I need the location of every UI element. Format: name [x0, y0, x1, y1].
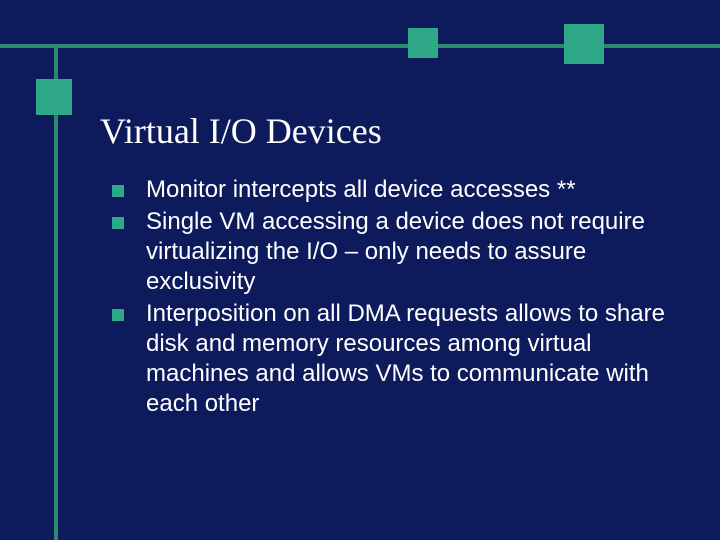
bullet-square-icon — [112, 185, 124, 197]
slide-title: Virtual I/O Devices — [100, 110, 382, 152]
accent-square-left — [36, 79, 72, 115]
bullet-square-icon — [112, 309, 124, 321]
bullet-item: Monitor intercepts all device accesses *… — [112, 175, 672, 205]
top-horizontal-line — [0, 44, 720, 48]
bullet-item: Single VM accessing a device does not re… — [112, 207, 672, 297]
bullet-text: Interposition on all DMA requests allows… — [146, 299, 672, 419]
bullet-text: Single VM accessing a device does not re… — [146, 207, 672, 297]
accent-square-top-1 — [408, 28, 438, 58]
bullet-square-icon — [112, 217, 124, 229]
left-vertical-line — [54, 44, 58, 540]
accent-square-top-2 — [564, 24, 604, 64]
bullet-item: Interposition on all DMA requests allows… — [112, 299, 672, 419]
bullet-text: Monitor intercepts all device accesses *… — [146, 175, 576, 205]
bullet-list: Monitor intercepts all device accesses *… — [112, 175, 672, 421]
